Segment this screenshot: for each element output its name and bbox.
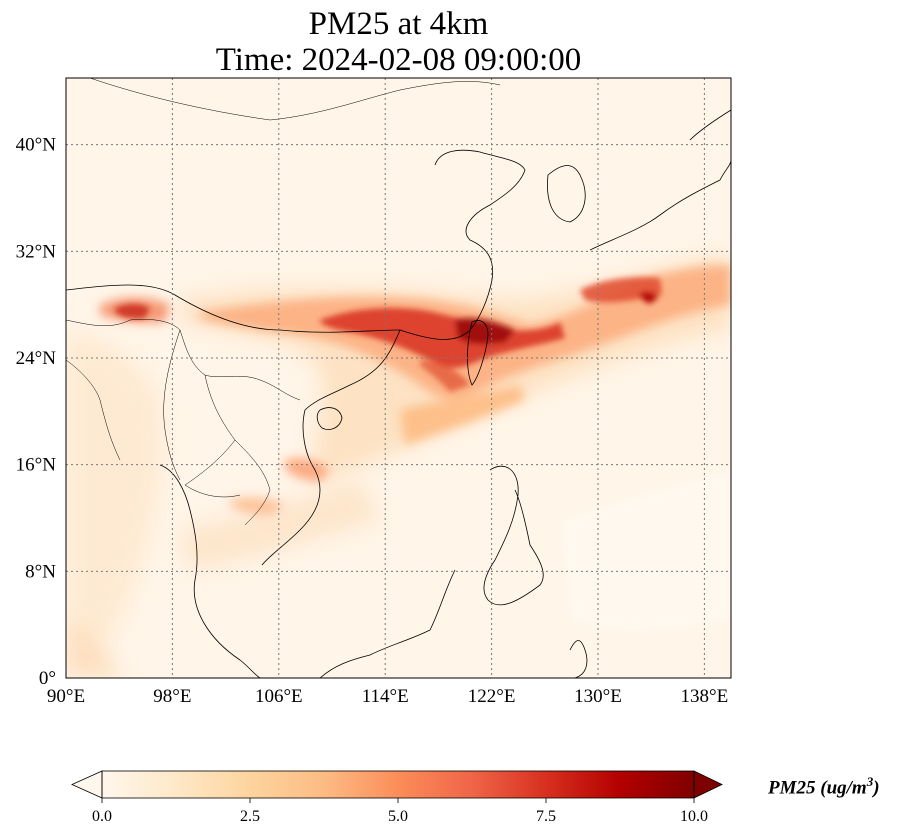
malay-peninsula — [159, 464, 261, 678]
colorbar-tick-label: 5.0 — [388, 808, 408, 825]
map-subtitle-time: Time: 2024-02-08 09:00:00 — [215, 42, 582, 78]
border-bangladesh-myanmar — [66, 359, 121, 461]
lon-tick-label: 122°E — [468, 686, 516, 707]
coastlines — [66, 109, 731, 678]
lon-tick-label: 114°E — [362, 686, 409, 707]
gridlines — [66, 78, 731, 678]
pm25-clear-ocean — [560, 470, 731, 632]
colorbar-gradient — [102, 771, 694, 798]
colorbar-label: PM25 (ug/m3) — [768, 774, 880, 799]
map-title: PM25 at 4km — [308, 6, 489, 42]
indochina-coast — [261, 329, 401, 566]
lat-tick-label: 32°N — [16, 241, 57, 262]
taiwan-island — [467, 320, 489, 386]
china-coast-outline — [66, 149, 526, 340]
colorbar-extend-min — [71, 770, 103, 799]
japan-outline — [589, 159, 731, 251]
border-china-south — [66, 319, 301, 401]
border-mongolia — [89, 78, 501, 121]
colorbar: 0.0 2.5 5.0 7.5 10.0 — [71, 770, 723, 825]
lat-tick-label: 24°N — [16, 348, 57, 369]
philippines-outline — [483, 465, 544, 606]
latitude-tick-labels: 0° 8°N 16°N 24°N 32°N 40°N — [16, 135, 57, 689]
lon-tick-label: 98°E — [153, 686, 191, 707]
colorbar-label-exponent: 3 — [866, 774, 874, 789]
colorbar-tick-label: 2.5 — [240, 808, 260, 825]
pm25-concentration-field — [66, 255, 731, 678]
colorbar-tick-label: 7.5 — [536, 808, 556, 825]
colorbar-label-close: ) — [873, 777, 880, 799]
colorbar-label-text: PM25 (ug/m — [768, 777, 867, 799]
colorbar-tick-label: 0.0 — [92, 808, 112, 825]
lat-tick-label: 40°N — [16, 135, 57, 156]
borneo-outline — [319, 569, 456, 678]
pm25-plume-core — [115, 277, 662, 392]
sulawesi-coast — [569, 640, 588, 678]
longitude-tick-labels: 90°E 98°E 106°E 114°E 122°E 130°E 138°E — [47, 686, 728, 707]
border-thailand — [184, 439, 241, 498]
lon-tick-label: 130°E — [574, 686, 622, 707]
hokkaido-coast — [689, 109, 731, 141]
colorbar-extend-max — [693, 770, 723, 799]
lon-tick-label: 106°E — [255, 686, 303, 707]
hainan-island — [316, 407, 343, 430]
map-frame — [65, 77, 732, 679]
lon-tick-label: 90°E — [47, 686, 85, 707]
lat-tick-label: 16°N — [16, 455, 57, 476]
border-laos-vietnam — [204, 374, 271, 526]
country-borders — [66, 78, 501, 526]
colorbar-tick-label: 10.0 — [680, 808, 708, 825]
lon-tick-label: 138°E — [681, 686, 729, 707]
colorbar-tick-labels: 0.0 2.5 5.0 7.5 10.0 — [92, 798, 708, 825]
lat-tick-label: 0° — [39, 668, 56, 689]
korea-peninsula — [547, 165, 586, 223]
lat-tick-label: 8°N — [25, 561, 56, 582]
map-plot-area — [66, 78, 731, 678]
